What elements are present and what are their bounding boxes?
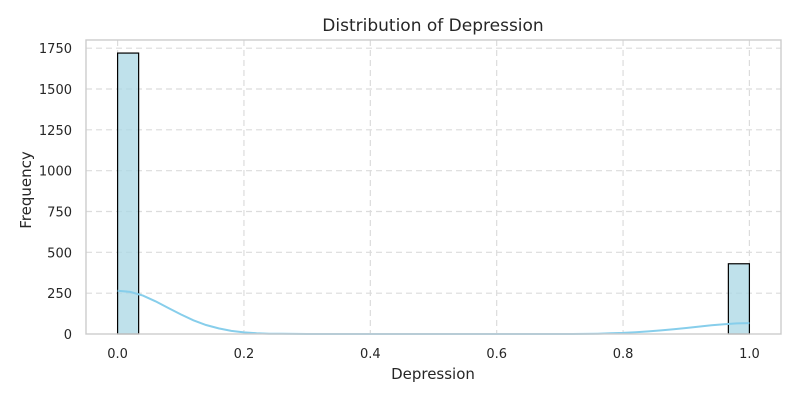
y-tick-label: 1000 [39, 165, 72, 180]
x-tick-label: 0.2 [234, 347, 255, 362]
x-axis-ticks: 0.0 0.2 0.4 0.6 0.8 1.0 [107, 347, 760, 362]
x-tick-label: 0.0 [107, 347, 128, 362]
x-tick-label: 1.0 [739, 347, 760, 362]
histogram-bars [116, 52, 751, 335]
y-tick-label: 500 [47, 246, 72, 261]
kde-curve [117, 289, 750, 335]
y-axis-label: Frequency [17, 151, 35, 229]
plot-frame [85, 39, 782, 335]
y-axis-ticks: 0 250 500 750 1000 1250 1500 1750 [39, 42, 72, 343]
x-tick-label: 0.4 [360, 347, 381, 362]
y-tick-label: 1500 [39, 83, 72, 98]
y-tick-label: 750 [47, 206, 72, 221]
y-tick-label: 1250 [39, 124, 72, 139]
x-axis-label: Depression [391, 365, 475, 383]
y-tick-label: 1750 [39, 42, 72, 57]
y-tick-label: 0 [64, 328, 72, 343]
x-tick-label: 0.8 [613, 347, 634, 362]
y-tick-label: 250 [47, 287, 72, 302]
x-tick-label: 0.6 [486, 347, 507, 362]
chart-title: Distribution of Depression [322, 16, 543, 36]
kde-curve-group [117, 289, 750, 335]
grid-lines [86, 40, 781, 334]
